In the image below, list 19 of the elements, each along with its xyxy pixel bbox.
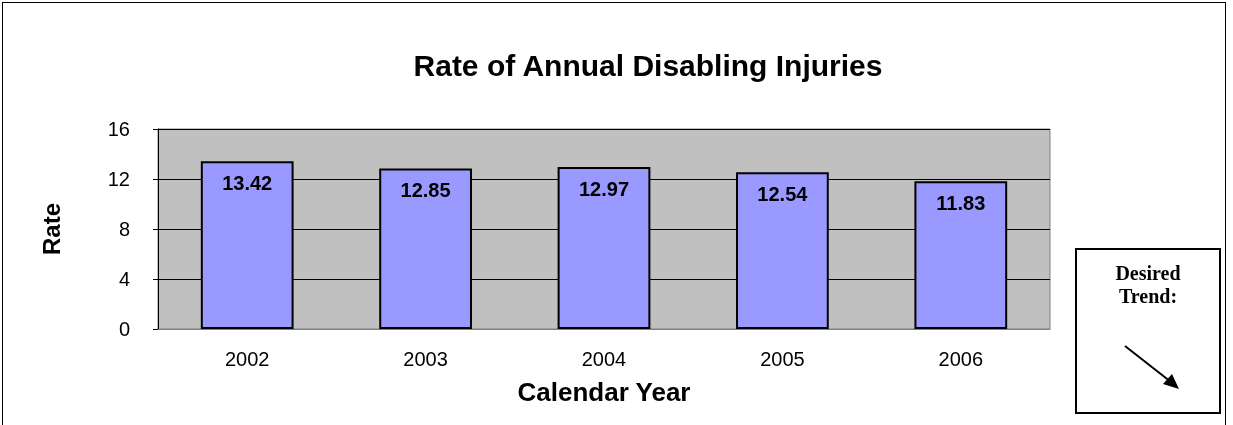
y-tick-label: 4 [118,268,130,290]
data-label: 12.54 [757,183,809,206]
x-tick-label: 2005 [760,348,805,370]
y-axis-title: Rate [37,202,65,256]
x-tick-label: 2003 [403,348,448,370]
x-tick-label: 2002 [224,348,270,370]
data-label: 12.97 [578,177,630,200]
chart-title: Rate of Annual Disabling Injuries [413,48,883,82]
y-tick-label: 16 [107,118,130,140]
y-tick-label: 12 [107,168,130,190]
y-tick-label: 0 [118,318,130,340]
y-tick-label: 8 [118,218,130,240]
x-tick-label: 2004 [581,348,627,370]
data-label: 11.83 [936,192,986,215]
x-axis-title: Calendar Year [517,377,691,407]
x-tick-label: 2006 [938,348,984,370]
data-label: 12.85 [400,179,451,202]
data-label: 13.42 [222,172,273,195]
text: Desired Trend: [1114,262,1182,308]
